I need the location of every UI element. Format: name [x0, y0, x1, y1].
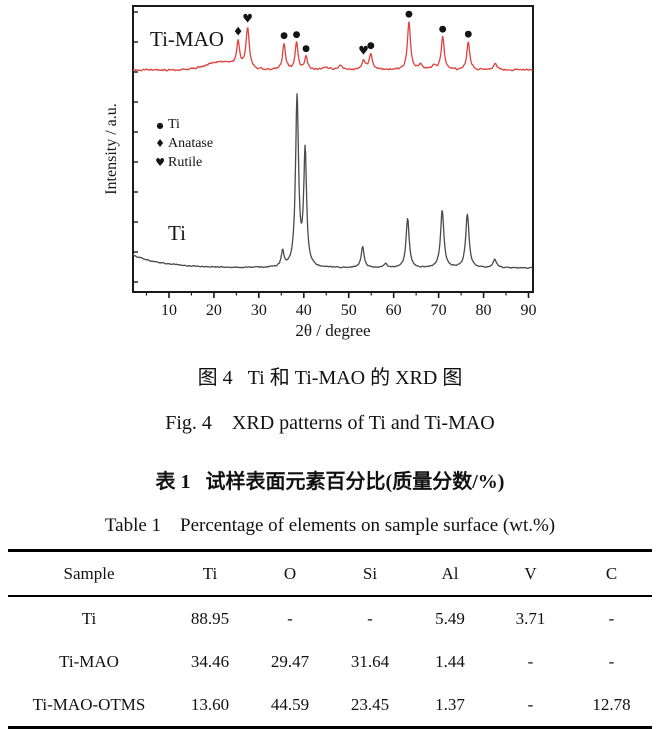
table-body: Ti 88.95 - - 5.49 3.71 - Ti-MAO 34.46 29.47 31.64 1…	[8, 596, 652, 728]
legend-rutile-label: Rutile	[168, 155, 202, 170]
table-cell: 13.60	[190, 695, 230, 714]
x-axis-tick-label: 40	[296, 302, 312, 319]
y-axis-title: Intensity / a.u.	[103, 103, 120, 195]
xrd-chart: 10 20 30 40 50 60 70 80 90 2θ / degree Intensity /…	[103, 5, 537, 340]
ti-peak-marker-icon: ●	[405, 10, 413, 20]
x-axis-title: 2θ / degree	[295, 321, 370, 340]
table-cell: Ti-MAO-OTMS	[32, 695, 146, 714]
series-label-ti: Ti	[168, 221, 186, 245]
table-cell: -	[527, 695, 534, 714]
table-cell: -	[608, 609, 615, 628]
x-axis-tick-label: 90	[521, 302, 537, 319]
x-axis-tick-label: 20	[206, 302, 222, 319]
column-header: C	[605, 564, 618, 583]
x-axis-tick-label: 70	[431, 302, 447, 319]
ti-peak-marker-icon: ●	[439, 24, 447, 34]
x-axis-tick-label: 30	[251, 302, 267, 319]
figure-caption-zh: 图 4 Ti 和 Ti-MAO 的 XRD 图	[197, 367, 463, 389]
rutile-peak-marker-icon: ♥	[242, 12, 253, 26]
table-cell: 23.45	[350, 695, 390, 714]
table-cell: 34.46	[190, 652, 230, 671]
table-cell: 29.47	[270, 652, 310, 671]
table-cell: -	[527, 652, 534, 671]
table-title-zh: 表 1 试样表面元素百分比(质量分数/%)	[155, 471, 505, 493]
column-header: Si	[362, 564, 378, 583]
anatase-peak-marker-icon: ♦	[233, 24, 244, 38]
series-curve-ti	[132, 93, 534, 270]
legend-anatase-icon: ♦	[155, 137, 165, 150]
table-row: Ti 88.95 - - 5.49 3.71 -	[8, 596, 652, 640]
legend-rutile-icon: ♥	[155, 156, 165, 169]
table-cell: 5.49	[435, 609, 465, 628]
ti-peak-marker-icon: ●	[464, 30, 472, 40]
table-cell: 3.71	[515, 609, 546, 628]
rutile-peak-marker-icon: ♥	[358, 44, 369, 58]
table-cell: 31.64	[350, 652, 390, 671]
table-cell: -	[608, 652, 615, 671]
legend-ti-icon: ●	[157, 121, 164, 130]
ti-peak-marker-icon: ●	[367, 41, 375, 51]
series-label-ti-mao: Ti-MAO	[150, 27, 224, 51]
legend-ti-label: Ti	[168, 117, 180, 132]
table-header-row: Sample Ti O Si Al V C	[8, 551, 652, 596]
column-header: Sample	[63, 564, 115, 583]
table-cell: -	[367, 609, 373, 628]
table-cell: Ti	[81, 609, 97, 628]
column-header: V	[524, 564, 537, 583]
table-cell: -	[287, 609, 293, 628]
column-header: Al	[441, 564, 459, 583]
column-header: Ti	[202, 564, 218, 583]
ti-peak-marker-icon: ●	[280, 31, 288, 41]
table-cell: 1.37	[435, 695, 465, 714]
plot-border	[132, 5, 534, 293]
table-cell: 44.59	[270, 695, 310, 714]
legend-anatase-label: Anatase	[168, 136, 213, 151]
table-cell: 1.44	[435, 652, 465, 671]
table-cell: Ti-MAO	[59, 652, 119, 671]
table-cell: 12.78	[592, 695, 631, 714]
series-curve-ti-mao	[132, 21, 534, 72]
table-row: Ti-MAO-OTMS 13.60 44.59 23.45 1.37 - 12.78	[8, 683, 652, 728]
elements-table: Sample Ti O Si Al V C Ti 88.95- -5.49 3.71- Ti-MAO…	[8, 549, 652, 729]
x-axis-tick-label: 80	[476, 302, 492, 319]
x-axis-tick-label: 60	[386, 302, 402, 319]
x-axis-tick-label: 10	[161, 302, 177, 319]
table-cell: 88.95	[190, 609, 230, 628]
ti-peak-marker-icon: ●	[293, 30, 301, 40]
table-row: Ti-MAO 34.46 29.47 31.64 1.44 - -	[8, 640, 652, 683]
column-header: O	[283, 564, 297, 583]
x-axis-tick-label: 50	[341, 302, 357, 319]
table-title-en: Table 1 Percentage of elements on sample…	[104, 515, 556, 536]
figure-caption-en: Fig. 4 XRD patterns of Ti and Ti-MAO	[165, 412, 495, 434]
ti-peak-marker-icon: ●	[302, 44, 310, 54]
